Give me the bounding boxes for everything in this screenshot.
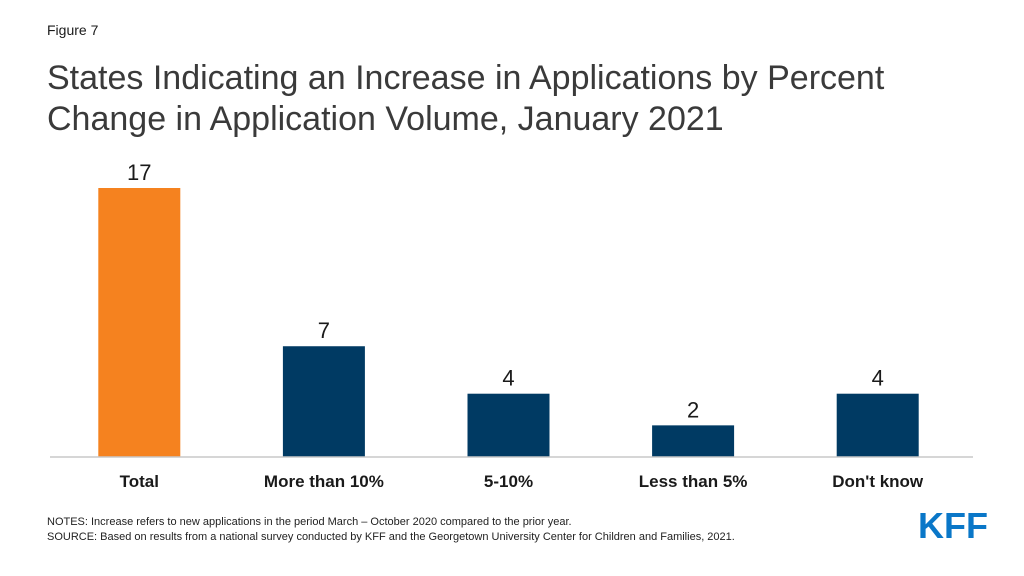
category-label: More than 10% (264, 472, 384, 491)
category-label: Total (120, 472, 159, 491)
data-label: 2 (687, 397, 699, 422)
data-label: 4 (502, 366, 514, 391)
notes-block: NOTES: Increase refers to new applicatio… (47, 515, 735, 545)
kff-logo: KFF (918, 508, 988, 542)
bar-don-t-know (836, 393, 919, 457)
svg-text:KFF: KFF (918, 508, 988, 542)
figure-label: Figure 7 (47, 22, 99, 38)
category-label: Less than 5% (639, 472, 748, 491)
bar-more-than-10 (282, 346, 365, 457)
category-label: 5-10% (484, 472, 533, 491)
bar-total (98, 188, 181, 457)
notes-text: NOTES: Increase refers to new applicatio… (47, 516, 572, 528)
data-label: 7 (318, 318, 330, 343)
data-label: 4 (872, 366, 884, 391)
data-label: 17 (127, 160, 151, 185)
chart-title: States Indicating an Increase in Applica… (47, 59, 885, 138)
bar-5-10 (467, 393, 550, 457)
source-text: SOURCE: Based on results from a national… (47, 531, 735, 543)
category-label: Don't know (832, 472, 924, 491)
bar-less-than-5 (652, 425, 735, 457)
